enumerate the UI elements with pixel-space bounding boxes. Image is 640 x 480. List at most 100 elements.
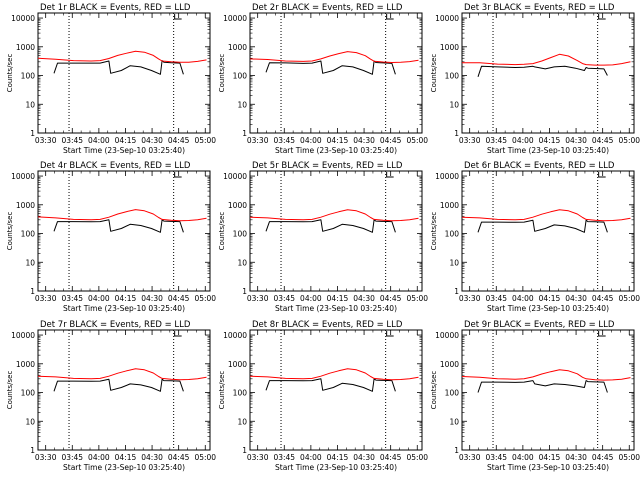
interval-bracket [174, 331, 182, 337]
y-tick-label: 10 [25, 100, 35, 109]
interval-bracket [386, 331, 394, 337]
x-tick-label: 04:00 [300, 453, 322, 462]
x-tick-label: 04:45 [168, 453, 190, 462]
detector-panel: Det 4r BLACK = Events, RED = LLD 1 10 100 10… [6, 161, 216, 313]
y-axis-label: Counts/sec [430, 371, 438, 410]
lld-series-line [461, 369, 631, 381]
y-axis-label: Counts/sec [430, 54, 438, 93]
x-tick-label: 05:00 [406, 136, 428, 145]
panel-title: Det 3r BLACK = Events, RED = LLD [464, 3, 615, 13]
x-tick-label: 04:45 [380, 294, 402, 303]
x-tick-label: 04:00 [512, 453, 534, 462]
x-tick-label: 04:30 [565, 294, 587, 303]
x-tick-label: 03:30 [459, 294, 481, 303]
plot-frame [461, 329, 635, 451]
x-tick-label: 04:00 [88, 453, 110, 462]
events-series-line [265, 60, 396, 75]
lld-series-line [249, 368, 419, 381]
events-series-line [477, 219, 608, 233]
x-tick-label: 03:30 [247, 136, 269, 145]
y-tick-label: 1 [30, 287, 35, 296]
x-tick-label: 05:00 [406, 453, 428, 462]
x-tick-label: 04:15 [115, 136, 137, 145]
x-tick-label: 04:45 [168, 294, 190, 303]
events-series-line [53, 60, 184, 75]
y-tick-label: 100 [233, 389, 248, 398]
x-tick-label: 03:30 [35, 294, 57, 303]
y-tick-label: 10000 [11, 172, 35, 181]
y-tick-label: 10 [237, 258, 247, 267]
x-tick-label: 03:30 [247, 294, 269, 303]
x-tick-label: 04:30 [565, 136, 587, 145]
x-tick-label: 03:30 [35, 453, 57, 462]
x-tick-label: 04:00 [512, 136, 534, 145]
x-tick-label: 05:00 [194, 136, 216, 145]
y-tick-label: 100 [445, 389, 460, 398]
y-tick-label: 1000 [440, 43, 459, 52]
y-axis-label: Counts/sec [218, 54, 226, 93]
plot-frame [37, 329, 211, 451]
lld-series-line [249, 51, 419, 63]
x-tick-label: 03:30 [459, 453, 481, 462]
x-tick-label: 03:30 [35, 136, 57, 145]
x-tick-label: 03:45 [485, 453, 507, 462]
y-tick-label: 1000 [440, 201, 459, 210]
y-tick-label: 1 [242, 446, 247, 455]
y-tick-label: 100 [21, 230, 36, 239]
x-tick-label: 04:45 [380, 453, 402, 462]
interval-bracket [174, 172, 182, 178]
x-tick-label: 04:30 [141, 453, 163, 462]
y-tick-label: 1000 [228, 201, 247, 210]
interval-bracket [174, 14, 182, 20]
detector-panel: Det 7r BLACK = Events, RED = LLD 1 10 100 10… [6, 320, 216, 472]
y-tick-label: 1 [454, 446, 459, 455]
x-tick-label: 04:30 [141, 294, 163, 303]
detector-panel: Det 5r BLACK = Events, RED = LLD 1 10 100 10… [218, 161, 428, 313]
panel-title: Det 7r BLACK = Events, RED = LLD [40, 320, 191, 330]
y-tick-label: 10000 [11, 331, 35, 340]
x-tick-label: 04:15 [539, 136, 561, 145]
y-tick-label: 10000 [435, 331, 459, 340]
x-tick-label: 03:45 [485, 294, 507, 303]
y-tick-label: 10000 [435, 14, 459, 23]
x-tick-label: 04:15 [539, 294, 561, 303]
y-tick-label: 10000 [223, 14, 247, 23]
y-tick-label: 1 [242, 287, 247, 296]
events-series-line [477, 380, 608, 393]
y-tick-label: 1000 [16, 43, 35, 52]
y-tick-label: 10 [449, 417, 459, 426]
x-tick-label: 04:45 [592, 136, 614, 145]
y-tick-label: 1 [454, 287, 459, 296]
interval-bracket [598, 14, 606, 20]
x-tick-label: 05:00 [618, 453, 640, 462]
y-axis-label: Counts/sec [6, 212, 14, 251]
events-series-line [477, 65, 608, 77]
x-tick-label: 04:00 [512, 294, 534, 303]
y-tick-label: 10000 [11, 14, 35, 23]
x-tick-label: 04:15 [115, 453, 137, 462]
y-tick-label: 100 [21, 72, 36, 81]
y-tick-label: 100 [233, 72, 248, 81]
y-tick-label: 10 [25, 258, 35, 267]
x-axis-label: Start Time (23-Sep-10 03:25:40) [487, 146, 609, 155]
events-series-line [265, 219, 396, 233]
x-tick-label: 03:45 [273, 136, 295, 145]
plot-frame [461, 170, 635, 292]
x-tick-label: 04:00 [88, 136, 110, 145]
events-series-line [265, 378, 396, 392]
x-tick-label: 04:00 [88, 294, 110, 303]
y-tick-label: 1 [30, 446, 35, 455]
y-tick-label: 10 [449, 100, 459, 109]
y-axis-label: Counts/sec [6, 371, 14, 410]
y-tick-label: 10 [449, 258, 459, 267]
x-tick-label: 04:30 [141, 136, 163, 145]
x-tick-label: 04:15 [539, 453, 561, 462]
x-tick-label: 03:45 [61, 136, 83, 145]
x-axis-label: Start Time (23-Sep-10 03:25:40) [275, 146, 397, 155]
y-tick-label: 10 [25, 417, 35, 426]
y-tick-label: 1000 [228, 43, 247, 52]
x-tick-label: 04:15 [327, 136, 349, 145]
interval-bracket [386, 172, 394, 178]
x-tick-label: 04:30 [565, 453, 587, 462]
